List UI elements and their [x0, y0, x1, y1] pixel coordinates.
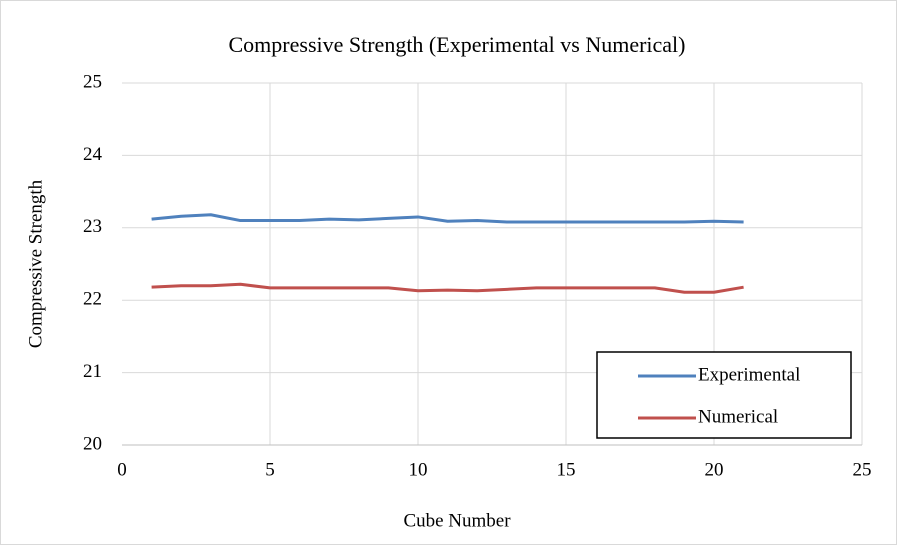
x-tick-label: 25: [853, 459, 872, 480]
legend-label: Numerical: [698, 406, 778, 427]
data-line: [151, 213, 744, 224]
legend: Experimental Numerical: [596, 351, 852, 439]
y-tick-label: 24: [83, 144, 103, 165]
x-tick-label: 0: [117, 459, 127, 480]
y-tick-label: 22: [83, 289, 102, 310]
x-tick-label: 5: [265, 459, 275, 480]
y-tick-label: 21: [83, 361, 102, 382]
y-tick-label: 20: [83, 433, 102, 454]
x-tick-label: 20: [705, 459, 724, 480]
data-line: [151, 282, 744, 294]
x-tick-label: 10: [409, 459, 428, 480]
y-axis-label: Compressive Strength: [25, 179, 46, 348]
x-axis-label: Cube Number: [403, 510, 511, 531]
y-tick-label: 25: [83, 71, 102, 92]
y-tick-label: 23: [83, 216, 102, 237]
legend-label: Experimental: [698, 364, 800, 385]
chart-title: Compressive Strength (Experimental vs Nu…: [229, 32, 686, 57]
x-tick-label: 15: [557, 459, 576, 480]
legend-box: [596, 351, 852, 439]
